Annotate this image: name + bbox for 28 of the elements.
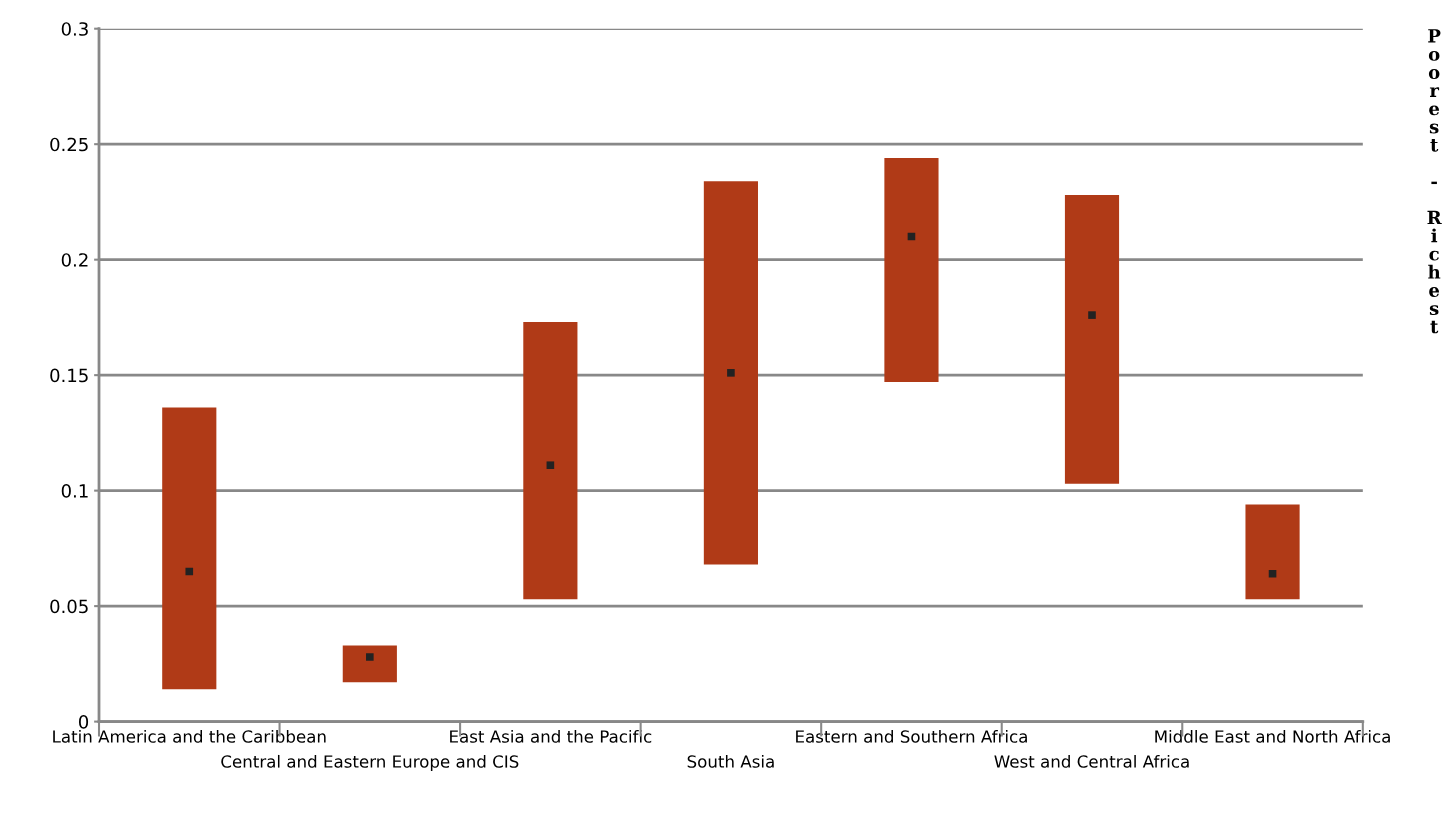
y-tick-label: 0.25 bbox=[50, 137, 88, 152]
y-tick-label: 0 bbox=[78, 715, 89, 729]
x-tick-label: East Asia and the Pacific bbox=[450, 729, 652, 743]
bar bbox=[342, 645, 397, 683]
point bbox=[185, 567, 194, 576]
point bbox=[1088, 311, 1096, 319]
y-tick-label: 0.05 bbox=[50, 599, 88, 614]
x-tick-label: Latin America and the Caribbean bbox=[53, 729, 326, 743]
point bbox=[1268, 569, 1277, 578]
y-tick-label: 0.2 bbox=[61, 253, 88, 267]
bar bbox=[162, 407, 217, 690]
x-tick-label: South Asia bbox=[687, 754, 774, 768]
text: Poorest - Richest bbox=[1427, 29, 1442, 334]
x-tick-label: Central and Eastern Europe and CIS bbox=[221, 754, 519, 772]
bar bbox=[1245, 504, 1300, 600]
bar bbox=[703, 181, 758, 565]
bar bbox=[884, 158, 939, 383]
point bbox=[727, 369, 735, 377]
point bbox=[546, 461, 555, 470]
bar bbox=[523, 322, 578, 600]
y-tick-label: 0.3 bbox=[61, 22, 88, 36]
y-tick-label: 0.15 bbox=[50, 368, 88, 383]
x-tick-label: Middle East and North Africa bbox=[1155, 729, 1390, 743]
bar bbox=[1064, 195, 1120, 484]
x-tick-label: Eastern and Southern Africa bbox=[796, 729, 1027, 743]
y-tick-label: 0.1 bbox=[61, 484, 88, 498]
x-tick-label: West and Central Africa bbox=[994, 754, 1189, 768]
point bbox=[366, 653, 374, 661]
